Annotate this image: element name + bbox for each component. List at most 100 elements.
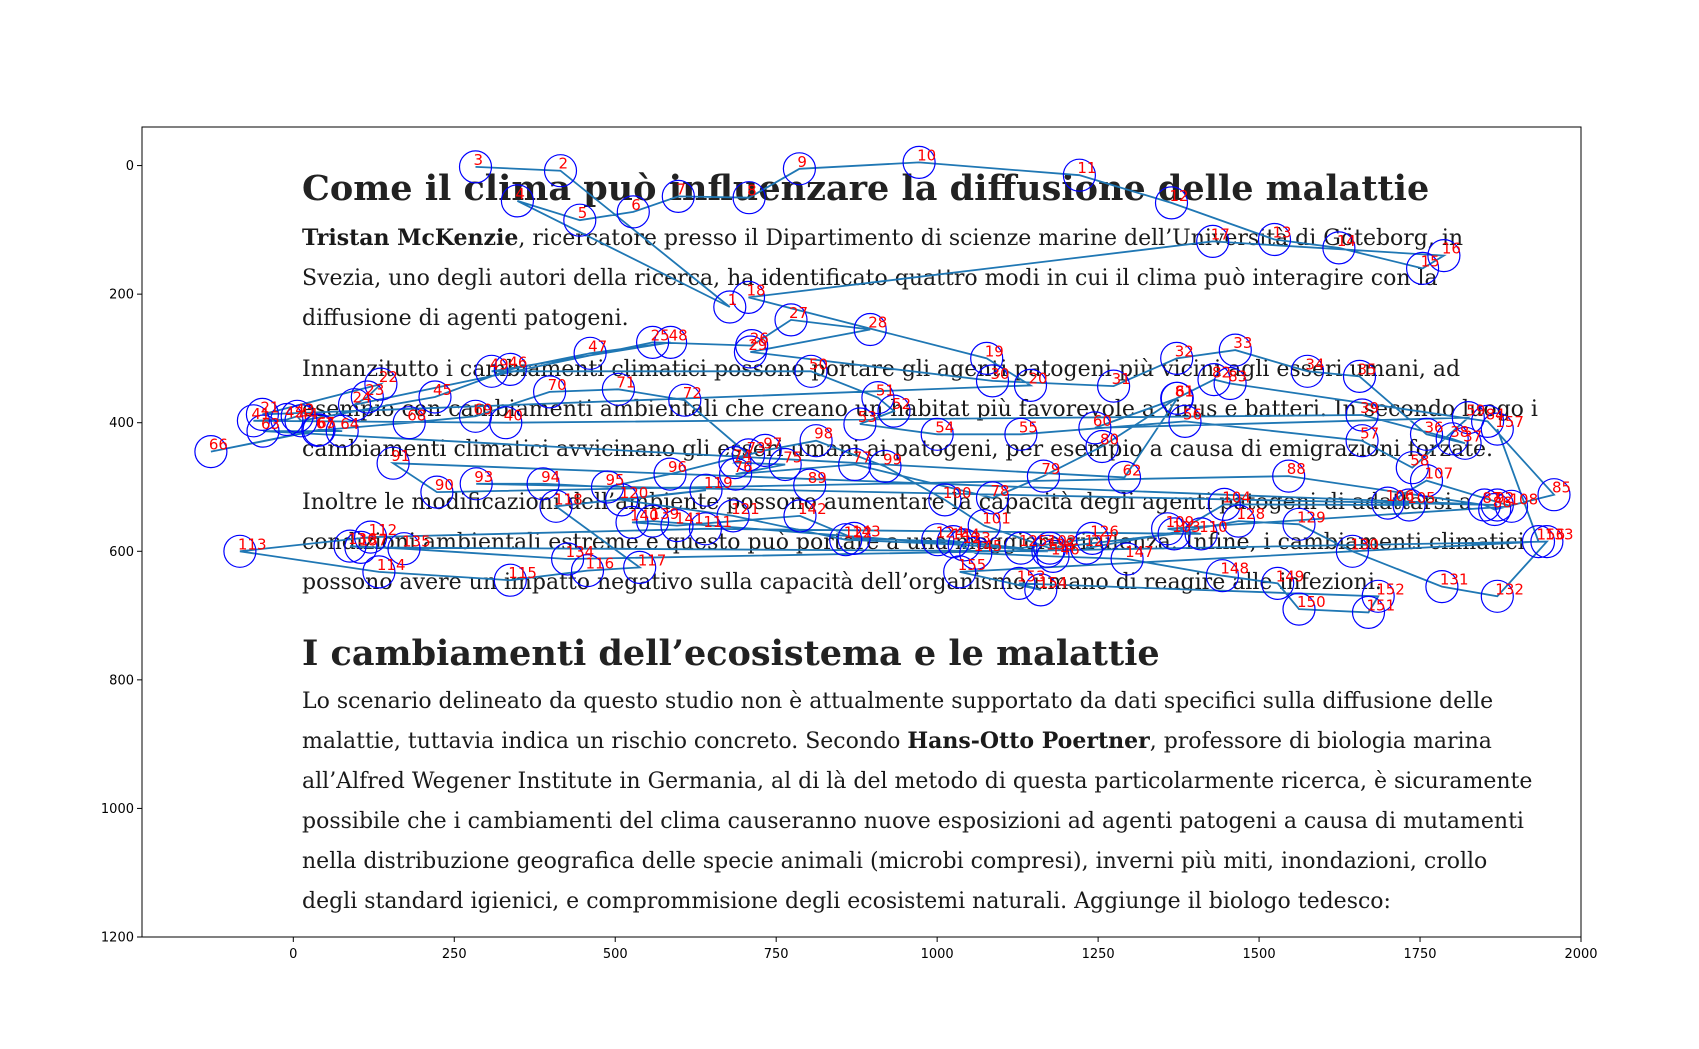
fixation-point	[344, 530, 378, 565]
fixation-point	[1036, 539, 1070, 574]
text-line: Inoltre le modificazioni dell’ambiente p…	[302, 490, 1472, 515]
plot-frame	[141, 126, 1582, 938]
text-line: Innanzitutto i cambiamenti climatici pos…	[302, 357, 1460, 382]
fixation-point	[1435, 422, 1469, 456]
fixation-point	[1371, 486, 1405, 520]
fixation-label: 63	[261, 415, 280, 433]
fixation-point	[543, 154, 578, 188]
fixation-point	[223, 534, 257, 568]
fixation-label: 114	[377, 556, 406, 574]
fixation-point	[615, 505, 649, 540]
fixation-point	[1405, 251, 1440, 285]
fixation-point	[1345, 398, 1379, 432]
fixation-point	[1537, 478, 1571, 512]
fixation-label: 69	[474, 400, 493, 418]
text-line: possibile che i cambiamenti del clima ca…	[302, 809, 1524, 834]
fixation-label: 35	[1358, 360, 1377, 378]
fixation-label: 148	[1220, 560, 1249, 578]
text-line: Svezia, uno degli autori della ricerca, …	[302, 266, 1438, 291]
fixation-point	[623, 550, 657, 585]
fixation-point	[843, 407, 877, 441]
fixation-label: 72	[683, 384, 702, 402]
fixation-point	[570, 553, 605, 588]
fixation-label: 119	[704, 474, 733, 492]
fixation-point	[718, 457, 753, 491]
fixation-point	[1409, 417, 1444, 451]
fixation-point	[387, 532, 421, 566]
fixation-label: 58	[1410, 452, 1429, 470]
fixation-label: 42	[285, 404, 304, 422]
fixation-label: 66	[209, 436, 228, 454]
fixation-point	[1451, 401, 1485, 435]
text-line: cambiamenti climatici avvicinano gli ess…	[302, 437, 1493, 462]
y-tick-label: 0	[126, 159, 134, 174]
fixation-label: 139	[651, 505, 680, 523]
text-run: cambiamenti climatici avvicinano gli ess…	[302, 437, 1493, 462]
fixation-label: 10	[917, 146, 936, 164]
fixation-markers	[194, 145, 1571, 630]
fixation-point	[1427, 239, 1461, 273]
fixation-label: 3	[474, 151, 484, 169]
fixation-label: 70	[548, 376, 567, 394]
fixation-point	[1075, 521, 1109, 556]
fixation-point	[1467, 488, 1502, 522]
fixation-point	[475, 354, 509, 388]
fixation-label: 132	[1495, 580, 1524, 598]
text-line: esempio con cambiamenti ambientali che c…	[302, 397, 1538, 422]
fixation-label: 13	[1273, 224, 1292, 242]
fixation-label: 6	[631, 196, 641, 214]
text-run: diffusione di agenti patogeni.	[302, 306, 629, 331]
fixation-point	[364, 367, 398, 401]
fixation-label: 50	[809, 355, 828, 373]
fixation-point	[782, 152, 817, 186]
fixation-label: 146	[1051, 540, 1080, 558]
fixation-point	[1207, 487, 1241, 521]
fixation-point	[774, 303, 808, 337]
fixation-point	[590, 470, 625, 504]
fixation-point	[616, 195, 650, 229]
fixation-label: 49	[490, 355, 509, 373]
fixation-label: 141	[675, 510, 704, 528]
fixation-label: 88	[1287, 460, 1306, 478]
fixation-label: 127	[1085, 532, 1114, 550]
fixation-label: 120	[620, 484, 649, 502]
y-tick-label: 600	[109, 545, 134, 560]
fixation-label: 77	[853, 449, 872, 467]
x-tick-label: 0	[289, 947, 297, 962]
text-line: degli standard igienici, e comprommision…	[302, 889, 1391, 914]
fixation-point	[1062, 158, 1097, 192]
fixation-point	[1480, 579, 1514, 613]
bold-name: Hans-Otto Poertner	[907, 728, 1150, 754]
fixation-label: 153	[1017, 567, 1046, 585]
fixation-label: 36	[1425, 418, 1444, 436]
fixation-label: 135	[402, 533, 431, 551]
fixation-label: 105	[1407, 489, 1436, 507]
fixation-point	[688, 512, 723, 546]
fixation-label: 97	[763, 434, 782, 452]
fixation-label: 84	[1486, 405, 1505, 423]
fixation-point	[1160, 381, 1194, 415]
text-run: degli standard igienici, e comprommision…	[302, 889, 1391, 914]
text-run: esempio con cambiamenti ambientali che c…	[302, 397, 1538, 422]
fixation-label: 156	[1537, 526, 1566, 544]
fixation-point	[1290, 354, 1325, 388]
fixation-label: 128	[1237, 505, 1266, 523]
fixation-label: 130	[1350, 535, 1379, 553]
fixation-point	[284, 404, 318, 438]
fixation-point	[376, 446, 410, 480]
fixation-label: 143	[852, 522, 881, 540]
fixation-label: 83	[1228, 368, 1247, 386]
fixation-label: 23	[365, 381, 384, 399]
fixation-point	[1184, 517, 1218, 551]
fixation-label: 136	[348, 530, 377, 548]
fixation-point	[246, 414, 280, 448]
fixation-point	[301, 413, 335, 447]
fixation-label: 138	[1046, 535, 1075, 553]
fixation-point	[493, 563, 527, 597]
fixation-point	[1409, 464, 1444, 498]
fixation-label: 54	[935, 418, 954, 436]
fixation-label: 103	[1172, 518, 1201, 536]
fixation-point	[635, 325, 670, 359]
x-tick-label: 1000	[921, 947, 954, 962]
